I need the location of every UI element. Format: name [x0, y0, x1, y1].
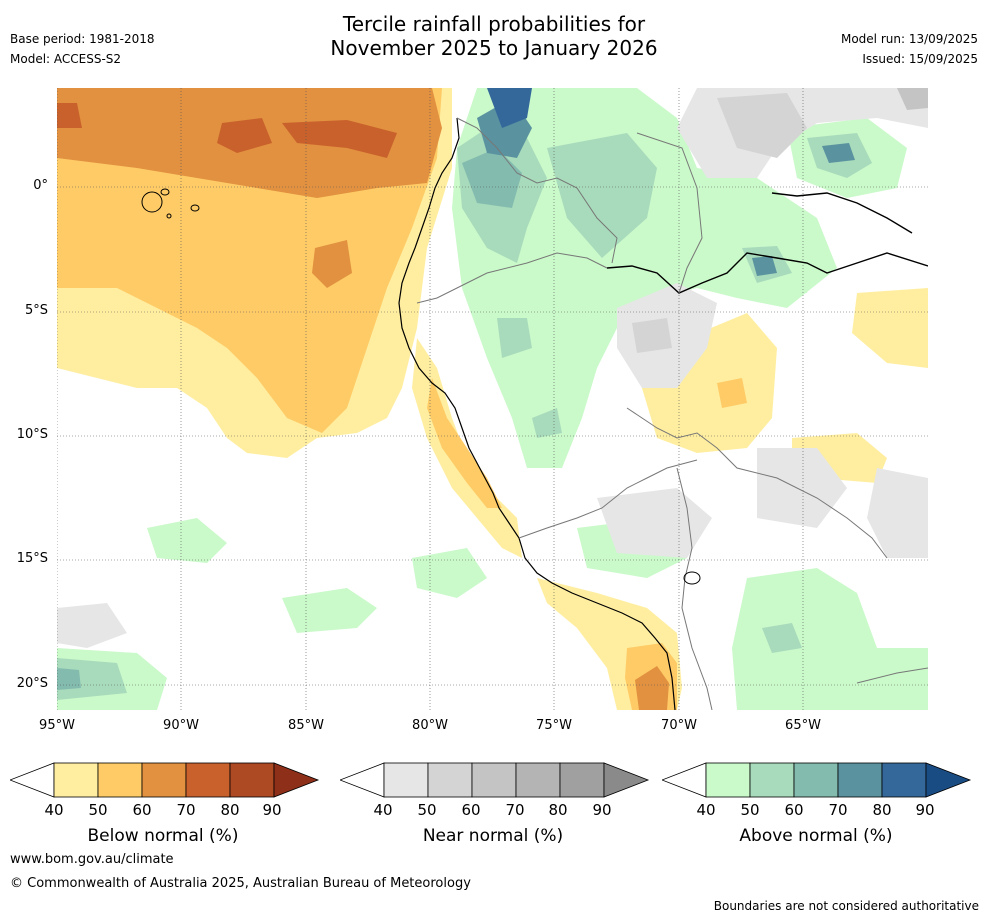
- below-normal-colorbar-swatches: [10, 762, 320, 798]
- y-tick-0: 0°: [33, 178, 48, 193]
- colorbar-swatch: [559, 762, 605, 798]
- below-normal-colorbar: [10, 762, 320, 798]
- colorbar-swatch: [881, 762, 927, 798]
- x-tick-70w: 70°W: [661, 718, 697, 733]
- below-tick-70: 70: [176, 801, 196, 819]
- country-borders: [416, 117, 928, 710]
- model-run-label: Model run: 13/09/2025: [840, 32, 978, 46]
- issued-label: Issued: 15/09/2025: [862, 52, 978, 66]
- colorbar-swatch: [793, 762, 839, 798]
- y-tick-10s: 10°S: [16, 427, 48, 442]
- below-tick-40: 40: [44, 801, 64, 819]
- near-normal-colorbar: [340, 762, 650, 798]
- above-tick-70: 70: [828, 801, 848, 819]
- near-tick-40: 40: [373, 801, 393, 819]
- below-normal-south-coast-60: [635, 666, 669, 710]
- below-tick-60: 60: [132, 801, 152, 819]
- above-normal-southwest-70: [57, 668, 81, 690]
- x-tick-95w: 95°W: [39, 718, 75, 733]
- near-tick-60: 60: [461, 801, 481, 819]
- below-tick-80: 80: [220, 801, 240, 819]
- above-normal-90-region: [487, 88, 532, 128]
- boundaries-disclaimer: Boundaries are not considered authoritat…: [713, 899, 979, 913]
- below-normal-60-patch: [312, 240, 352, 288]
- below-normal-70-region: [57, 103, 397, 158]
- base-period-label: Base period: 1981-2018: [10, 32, 155, 46]
- colorbar-swatch: [705, 762, 751, 798]
- x-tick-85w: 85°W: [288, 718, 324, 733]
- rainfall-probability-map: [57, 88, 928, 710]
- above-normal-east-70: [752, 143, 855, 276]
- x-tick-65w: 65°W: [785, 718, 821, 733]
- above-normal-east-60: [742, 133, 872, 283]
- colorbar-swatch: [53, 762, 99, 798]
- above-normal-colorbar-swatches: [662, 762, 972, 798]
- colorbar-swatch: [383, 762, 429, 798]
- colorbar-swatch: [749, 762, 795, 798]
- y-tick-15s: 15°S: [16, 551, 48, 566]
- colorbar-swatch: [141, 762, 187, 798]
- colorbar-swatch: [471, 762, 517, 798]
- colorbar-swatch-low: [10, 762, 55, 798]
- copyright-text: © Commonwealth of Australia 2025, Austra…: [10, 876, 471, 891]
- above-normal-50-region: [452, 88, 837, 468]
- graticule: [57, 88, 928, 710]
- near-normal-70-region: [897, 88, 928, 110]
- colorbar-swatch: [427, 762, 473, 798]
- below-normal-label: Below normal (%): [87, 826, 239, 846]
- near-tick-90: 90: [592, 801, 612, 819]
- below-tick-50: 50: [88, 801, 108, 819]
- near-tick-50: 50: [417, 801, 437, 819]
- colorbar-swatch: [229, 762, 275, 798]
- below-normal-east-patch: [642, 313, 777, 453]
- above-tick-80: 80: [872, 801, 892, 819]
- y-tick-5s: 5°S: [24, 303, 48, 318]
- website-link[interactable]: www.bom.gov.au/climate: [10, 852, 174, 867]
- model-label: Model: ACCESS-S2: [10, 52, 122, 66]
- above-normal-southeast-60: [762, 623, 802, 653]
- page-title: Tercile rainfall probabilities for Novem…: [0, 12, 988, 60]
- below-normal-northeast-patch: [792, 288, 928, 483]
- y-tick-20s: 20°S: [16, 676, 48, 691]
- colorbar-swatch-high: [273, 762, 320, 798]
- colorbar-swatch: [97, 762, 143, 798]
- above-normal-70-region: [462, 148, 522, 208]
- near-tick-70: 70: [505, 801, 525, 819]
- colorbar-swatch-high: [603, 762, 650, 798]
- above-normal-label: Above normal (%): [739, 826, 893, 846]
- galapagos-islands: [141, 188, 200, 219]
- title-line-1: Tercile rainfall probabilities for: [342, 12, 646, 36]
- colorbar-swatch: [515, 762, 561, 798]
- colorbar-swatch-low: [340, 762, 385, 798]
- near-normal-colorbar-swatches: [340, 762, 650, 798]
- below-tick-90: 90: [262, 801, 282, 819]
- colorbar-swatch: [837, 762, 883, 798]
- river-north: [771, 192, 913, 234]
- colorbar-swatch: [185, 762, 231, 798]
- above-normal-southwest-60: [57, 658, 127, 700]
- lake-titicaca: [683, 571, 701, 585]
- near-normal-label: Near normal (%): [422, 826, 564, 846]
- above-tick-50: 50: [740, 801, 760, 819]
- near-normal-60-region: [632, 93, 807, 353]
- amazon-river: [606, 252, 928, 294]
- title-line-2: November 2025 to January 2026: [330, 36, 658, 60]
- colorbar-swatch-low: [662, 762, 707, 798]
- x-tick-75w: 75°W: [536, 718, 572, 733]
- above-tick-90: 90: [915, 801, 935, 819]
- above-normal-colorbar: [662, 762, 972, 798]
- x-tick-80w: 80°W: [412, 718, 448, 733]
- x-tick-90w: 90°W: [163, 718, 199, 733]
- above-tick-60: 60: [784, 801, 804, 819]
- south-america-coastline: [398, 117, 676, 710]
- above-tick-40: 40: [696, 801, 716, 819]
- colorbar-swatch-high: [925, 762, 972, 798]
- below-normal-east-patch-50: [717, 378, 747, 408]
- above-normal-southeast: [732, 568, 928, 710]
- near-tick-80: 80: [548, 801, 568, 819]
